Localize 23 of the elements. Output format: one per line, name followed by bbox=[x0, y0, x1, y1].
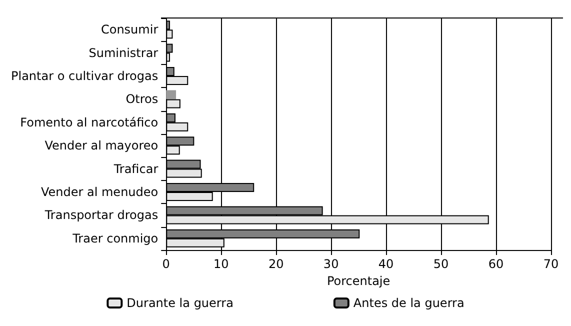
y-tick-label: Otros bbox=[126, 92, 158, 106]
x-tick-label: 40 bbox=[378, 257, 394, 271]
x-tick-label: 60 bbox=[488, 257, 504, 271]
legend-label: Antes de la guerra bbox=[353, 296, 464, 310]
y-tick-label: Traficar bbox=[112, 162, 158, 176]
x-tick-label: 10 bbox=[213, 257, 229, 271]
y-tick-label: Suministrar bbox=[88, 46, 158, 60]
x-tick-label: 50 bbox=[433, 257, 449, 271]
bar bbox=[166, 99, 180, 108]
x-tick-label: 0 bbox=[162, 257, 170, 271]
x-tick-label: 70 bbox=[543, 257, 559, 271]
y-tick-label: Vender al mayoreo bbox=[44, 138, 158, 153]
y-tick-label: Traer conmigo bbox=[72, 231, 158, 246]
x-axis-title: Porcentaje bbox=[326, 274, 390, 288]
y-tick-label: Transportar drogas bbox=[44, 208, 158, 222]
bar bbox=[166, 90, 176, 100]
x-tick-label: 30 bbox=[323, 257, 339, 271]
x-tick-label: 20 bbox=[268, 257, 284, 271]
y-tick-label: Vender al menudeo bbox=[40, 185, 158, 199]
y-tick-label: Fomento al narcotáfico bbox=[20, 115, 158, 130]
y-tick-label: Consumir bbox=[100, 22, 158, 37]
legend-label: Durante la guerra bbox=[126, 296, 234, 310]
y-tick-label: Plantar o cultivar drogas bbox=[11, 69, 158, 83]
